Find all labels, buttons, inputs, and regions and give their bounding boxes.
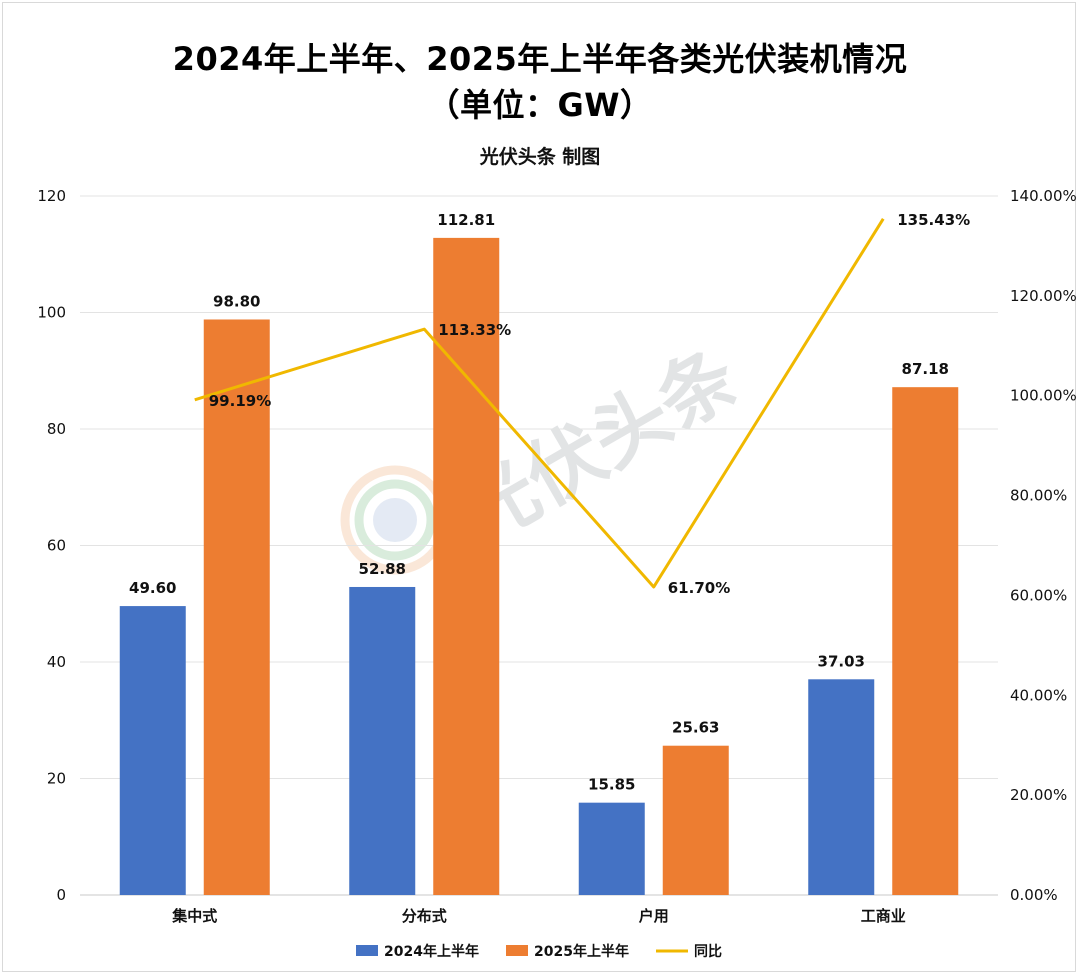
x-axis: 集中式 分布式 户用 工商业: [171, 907, 906, 925]
left-tick-label: 20: [47, 770, 66, 788]
bar-value-label: 87.18: [902, 360, 949, 378]
right-tick-label: 120.00%: [1010, 287, 1077, 305]
right-tick-label: 60.00%: [1010, 586, 1067, 604]
chart-subtitle: 光伏头条 制图: [479, 146, 601, 168]
yoy-line: 99.19% 113.33% 61.70% 135.43%: [194, 211, 970, 597]
bar-value-label: 98.80: [213, 292, 260, 310]
right-tick-label: 80.00%: [1010, 487, 1067, 505]
bar-2024: [349, 586, 416, 895]
bar-value-label: 37.03: [818, 652, 865, 670]
legend-label: 2024年上半年: [384, 943, 479, 960]
bar-2025: [203, 319, 270, 895]
watermark: 光伏头条: [340, 332, 752, 575]
left-tick-label: 80: [47, 420, 66, 438]
legend-label: 2025年上半年: [534, 943, 629, 960]
legend-label: 同比: [694, 943, 722, 960]
yoy-point-label: 113.33%: [438, 321, 511, 339]
legend-swatch-2024: [356, 945, 378, 956]
right-tick-label: 140.00%: [1010, 187, 1077, 205]
bar-2025: [892, 387, 959, 895]
yoy-point-label: 99.19%: [209, 392, 271, 410]
category-label: 集中式: [171, 907, 217, 925]
yoy-point-label: 135.43%: [897, 211, 970, 229]
left-tick-label: 100: [37, 304, 66, 322]
left-tick-label: 40: [47, 653, 66, 671]
left-tick-label: 0: [56, 886, 66, 904]
category-label: 户用: [639, 907, 669, 925]
left-tick-label: 60: [47, 537, 66, 555]
legend: 2024年上半年 2025年上半年 同比: [356, 943, 722, 960]
right-tick-label: 0.00%: [1010, 886, 1058, 904]
category-label: 分布式: [402, 907, 447, 925]
category-label: 工商业: [861, 907, 906, 925]
chart-title: 2024年上半年、2025年上半年各类光伏装机情况: [172, 40, 908, 78]
bar-2024: [808, 679, 875, 895]
bar-2025: [662, 745, 729, 895]
bar-value-label: 112.81: [437, 211, 495, 229]
right-axis: 0.00% 20.00% 40.00% 60.00% 80.00% 100.00% 120.…: [1010, 187, 1077, 904]
legend-swatch-2025: [506, 945, 528, 956]
watermark-logo: [340, 465, 450, 575]
yoy-line-path: [194, 218, 885, 589]
yoy-point-label: 61.70%: [668, 579, 730, 597]
bar-2024: [578, 802, 645, 895]
right-tick-label: 100.00%: [1010, 387, 1077, 405]
right-tick-label: 40.00%: [1010, 686, 1067, 704]
bar-2025: [433, 237, 500, 896]
bar-value-label: 52.88: [359, 560, 406, 578]
bar-value-label: 49.60: [129, 579, 176, 597]
bar-value-label: 15.85: [588, 776, 635, 794]
bar-2024: [119, 606, 186, 895]
left-tick-label: 120: [37, 187, 66, 205]
chart-title-unit: （单位：GW）: [427, 86, 653, 124]
bars: 49.60 98.80 52.88 112.81 15.85 25.63 37.03 87.1…: [119, 211, 959, 896]
right-tick-label: 20.00%: [1010, 786, 1067, 804]
bar-value-label: 25.63: [672, 719, 719, 737]
left-axis: 0 20 40 60 80 100 120: [37, 187, 66, 904]
